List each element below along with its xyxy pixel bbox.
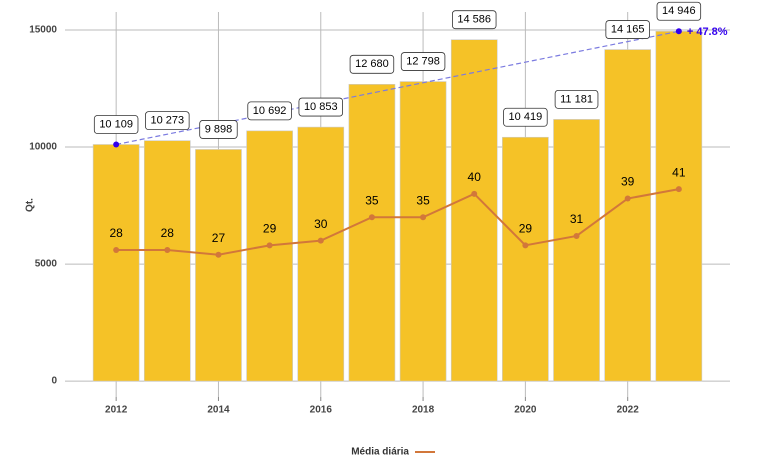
value-label: 10 109 <box>99 118 133 130</box>
value-label: 10 419 <box>509 111 543 123</box>
line-label: 29 <box>263 222 277 236</box>
line-point <box>164 247 171 254</box>
value-label-box <box>656 1 702 21</box>
line-point <box>215 251 222 258</box>
line-label: 28 <box>161 226 175 240</box>
line-point <box>368 214 375 221</box>
line-point <box>573 232 580 239</box>
line-label: 40 <box>468 170 482 184</box>
value-label-box <box>145 111 190 131</box>
x-tick-label: 2014 <box>207 405 230 416</box>
line-point <box>266 242 273 249</box>
y-tick-label: 0 <box>51 376 57 387</box>
value-label: 14 586 <box>457 14 491 26</box>
value-label: 12 680 <box>355 58 389 70</box>
bar <box>297 126 345 382</box>
value-label-box <box>605 20 650 39</box>
value-label-box <box>400 52 446 71</box>
y-tick-label: 10000 <box>29 142 57 153</box>
value-label-box <box>298 97 343 117</box>
value-label: 12 798 <box>406 55 440 67</box>
bar <box>655 30 703 382</box>
line-label: 29 <box>519 222 533 236</box>
value-label-box <box>199 120 238 139</box>
bar <box>143 140 191 382</box>
line-point <box>522 242 529 249</box>
x-tick-label: 2016 <box>310 405 333 416</box>
line-point <box>675 186 682 193</box>
line-point <box>420 214 427 221</box>
x-tick-label: 2018 <box>412 405 435 416</box>
x-tick-label: 2020 <box>514 405 537 416</box>
value-label: 14 946 <box>662 5 696 17</box>
x-tick-label: 2012 <box>105 405 128 416</box>
bar <box>348 84 396 382</box>
line-label: 28 <box>109 226 123 240</box>
y-tick-label: 15000 <box>29 25 57 36</box>
line <box>116 188 680 256</box>
bar <box>399 81 447 382</box>
value-label: 10 273 <box>150 115 184 127</box>
value-label-box <box>554 90 599 109</box>
value-label-box <box>349 54 395 74</box>
value-label: 10 692 <box>253 105 287 117</box>
line-point <box>624 195 631 202</box>
bar <box>604 49 652 382</box>
bar <box>553 119 600 382</box>
value-label: 11 181 <box>560 93 593 105</box>
line-point <box>113 247 120 254</box>
line-label: 35 <box>416 193 430 207</box>
line-point <box>317 237 324 244</box>
value-label-box <box>503 107 548 127</box>
bar <box>502 136 549 382</box>
line-label: 27 <box>212 231 226 245</box>
value-label-box <box>93 115 139 134</box>
trend-point <box>113 141 120 148</box>
line-label: 35 <box>365 193 379 207</box>
y-tick-label: 5000 <box>35 259 58 270</box>
bar <box>195 149 242 382</box>
y-axis-label: Qt. <box>25 198 36 212</box>
x-tick-label: 2022 <box>617 405 640 416</box>
annotation: + 47.8% <box>687 26 728 38</box>
value-label-box <box>452 10 497 30</box>
value-label-box <box>247 101 292 121</box>
value-label: 14 165 <box>611 23 645 35</box>
line-label: 41 <box>672 165 686 179</box>
trend-point <box>675 28 682 35</box>
line-label: 39 <box>621 175 635 189</box>
bar <box>92 144 140 382</box>
value-label: 9 898 <box>205 123 233 135</box>
bar <box>246 130 293 382</box>
line-point <box>471 190 478 197</box>
value-label: 10 853 <box>304 101 338 113</box>
line-label: 30 <box>314 217 328 231</box>
line-label: 31 <box>570 212 584 226</box>
legend-label: Média diária <box>351 447 409 458</box>
